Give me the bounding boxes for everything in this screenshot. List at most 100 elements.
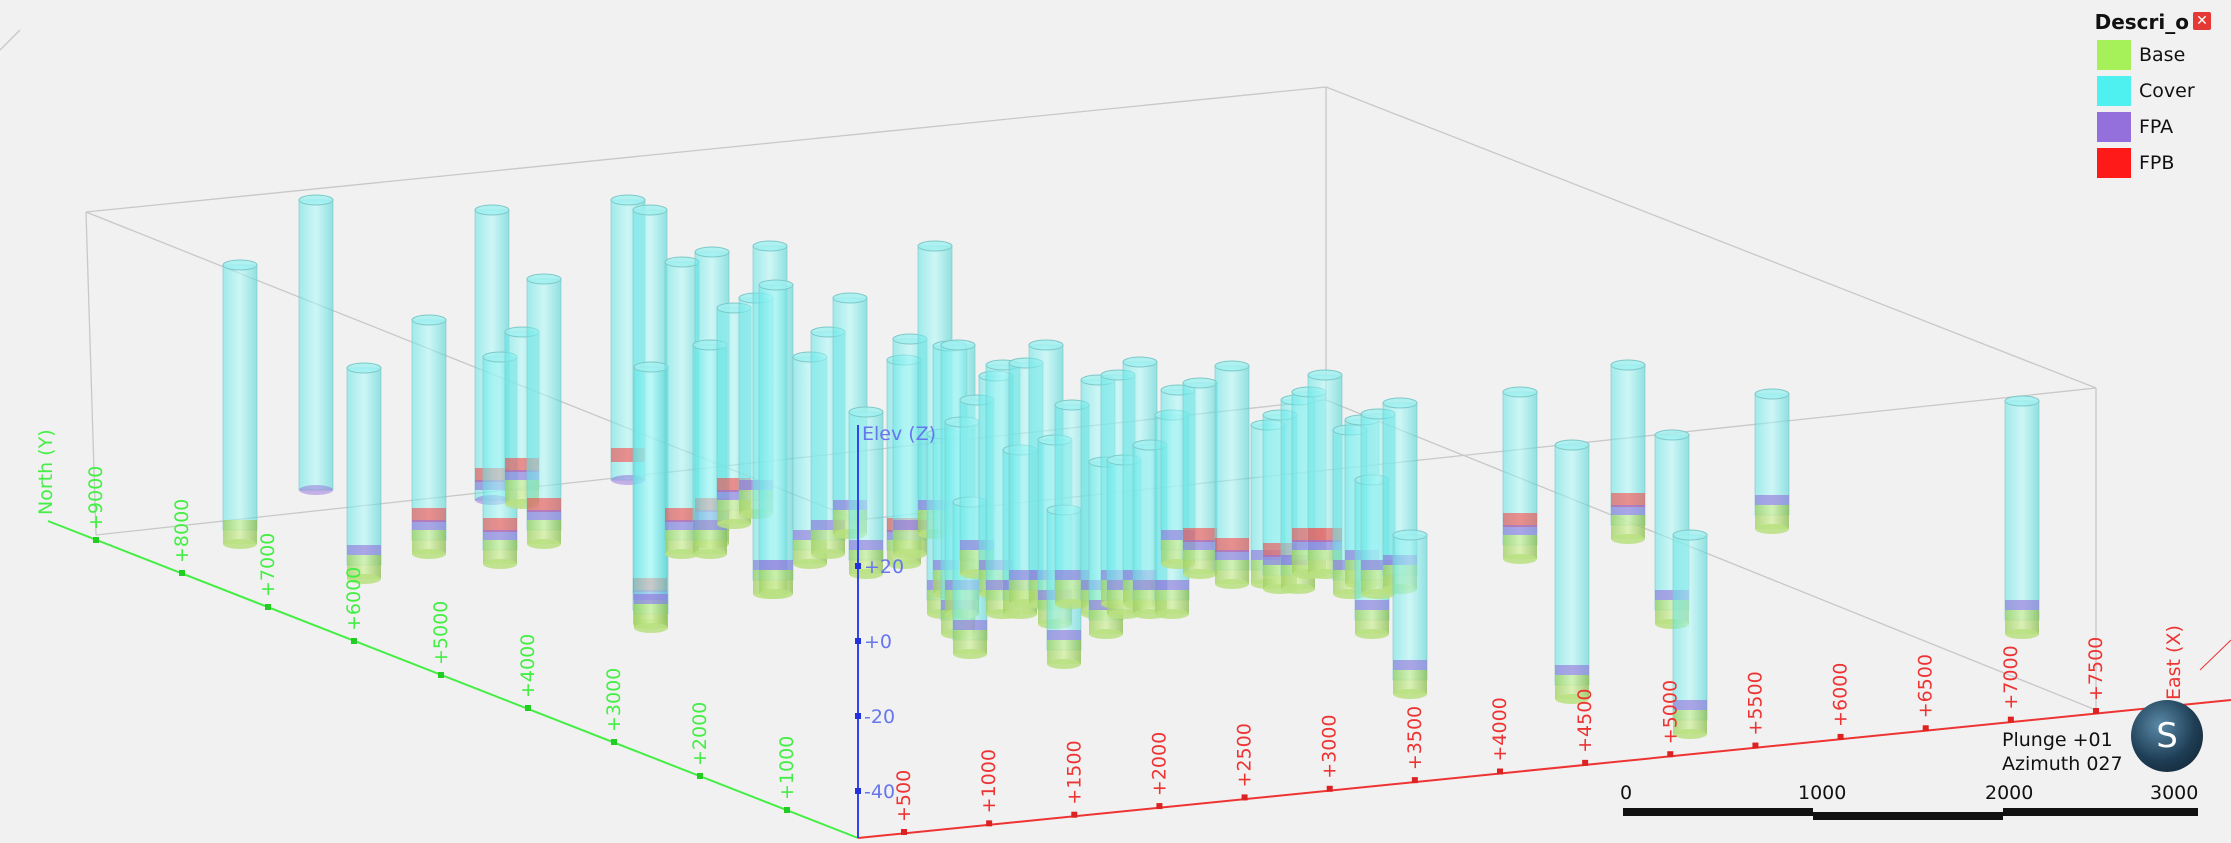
scale-bar: 0 1000 2000 3000 <box>1620 782 2199 832</box>
scale-label-3: 3000 <box>2150 782 2199 804</box>
north-tick-label: +9000 <box>85 466 107 530</box>
east-tick-label: +3500 <box>1404 706 1426 770</box>
fpa-segment <box>1655 590 1689 600</box>
cover-segment <box>1554 444 1590 686</box>
cylinder-bottom <box>759 589 793 599</box>
cylinder-bottom <box>1755 524 1789 534</box>
cylinder-top <box>848 406 884 418</box>
fpa-segment <box>1215 550 1249 560</box>
legend-label: FPA <box>2139 116 2174 138</box>
cylinder-bottom <box>1183 569 1217 579</box>
cylinder-bottom <box>1107 609 1141 619</box>
cylinder-bottom <box>893 549 927 559</box>
compass-icon[interactable]: S <box>2131 700 2203 772</box>
drillhole <box>1754 388 1790 534</box>
fpa-segment <box>1393 660 1427 670</box>
drillhole <box>1214 360 1250 589</box>
east-tick-mark <box>1582 759 1589 766</box>
cover-segment <box>222 264 258 531</box>
cover-segment <box>758 284 794 581</box>
fpa-segment <box>953 620 987 630</box>
cylinder-bottom <box>1393 689 1427 699</box>
cylinder-top <box>2004 395 2040 407</box>
elev-tick-label: +20 <box>864 556 904 578</box>
fpa-segment <box>1183 540 1217 550</box>
fpa-segment <box>893 520 927 530</box>
legend-label: Cover <box>2139 80 2195 102</box>
east-tick-label: +6500 <box>1915 654 1937 718</box>
cylinder-top <box>411 314 447 326</box>
cylinder-top <box>474 204 510 216</box>
plunge-readout: Plunge +01 <box>2002 729 2113 751</box>
drillhole <box>1182 377 1218 579</box>
cylinder-top <box>917 240 953 252</box>
fpb-segment <box>412 508 446 522</box>
compass-glyph: S <box>2156 716 2178 756</box>
view-orientation: Plunge +01 Azimuth 027 <box>2002 728 2123 776</box>
north-axis-line <box>47 520 859 839</box>
cylinder-top <box>1672 529 1708 541</box>
north-tick-mark <box>525 705 531 711</box>
east-tick-mark <box>1326 785 1333 792</box>
drillhole <box>1502 386 1538 564</box>
east-tick-label: +6000 <box>1830 663 1852 727</box>
elev-tick-mark <box>855 788 861 794</box>
fpa-segment <box>717 490 751 500</box>
legend-swatch <box>2097 40 2131 70</box>
fpa-segment <box>793 530 827 540</box>
north-tick-mark <box>611 739 617 745</box>
cover-segment <box>2004 400 2040 621</box>
cylinder-bottom <box>1673 729 1707 739</box>
north-tick-label: +7000 <box>257 533 279 597</box>
north-tick-mark <box>697 773 703 779</box>
east-axis-extension <box>2199 639 2231 671</box>
east-tick-mark <box>1497 768 1503 775</box>
drillhole <box>526 273 562 549</box>
cylinder-bottom <box>1215 579 1249 589</box>
cylinder-top <box>1610 359 1646 371</box>
drillhole <box>222 259 258 549</box>
north-tick-label: +4000 <box>517 634 539 698</box>
cylinder-bottom <box>483 559 517 569</box>
scale-segment <box>2003 808 2198 816</box>
scale-label-2: 2000 <box>1985 782 2034 804</box>
cylinder-top <box>1502 386 1538 398</box>
close-icon[interactable]: ✕ <box>2193 12 2211 30</box>
east-tick-mark <box>2007 716 2014 723</box>
legend-label: Base <box>2139 44 2186 66</box>
fpa-segment <box>1611 505 1645 515</box>
elev-axis-label: Elev (Z) <box>862 423 936 445</box>
east-tick-mark <box>1752 742 1759 749</box>
fpa-segment <box>1055 570 1089 580</box>
drillhole <box>758 279 794 599</box>
north-tick-label: +3000 <box>603 668 625 732</box>
cover-segment <box>1754 393 1790 516</box>
fpb-segment <box>483 518 517 532</box>
fpa-segment <box>1755 495 1789 505</box>
elev-tick-mark <box>855 713 861 719</box>
fpa-segment <box>1133 580 1167 590</box>
legend-swatch <box>2097 112 2131 142</box>
cylinder-top <box>346 362 382 374</box>
cylinder-top <box>633 361 669 373</box>
fpa-segment <box>1161 530 1195 540</box>
fpa-segment <box>811 520 845 530</box>
east-tick-mark <box>1837 733 1844 740</box>
cylinder-top <box>1382 397 1418 409</box>
fpa-segment <box>2005 600 2039 610</box>
cylinder-top <box>1028 339 1064 351</box>
cylinder-top <box>1182 377 1218 389</box>
drillhole <box>633 361 669 633</box>
fpb-segment <box>1611 493 1645 507</box>
east-tick-label: +5500 <box>1744 671 1766 735</box>
cylinder-bottom <box>634 623 668 633</box>
fpa-segment <box>693 520 727 530</box>
fpb-segment <box>1503 513 1537 527</box>
cylinder-bottom <box>1555 694 1589 704</box>
north-tick-mark <box>93 537 99 543</box>
cylinder-bottom <box>717 519 751 529</box>
cylinder-top <box>1754 388 1790 400</box>
cylinder-bottom <box>347 574 381 584</box>
legend-swatch <box>2097 76 2131 106</box>
